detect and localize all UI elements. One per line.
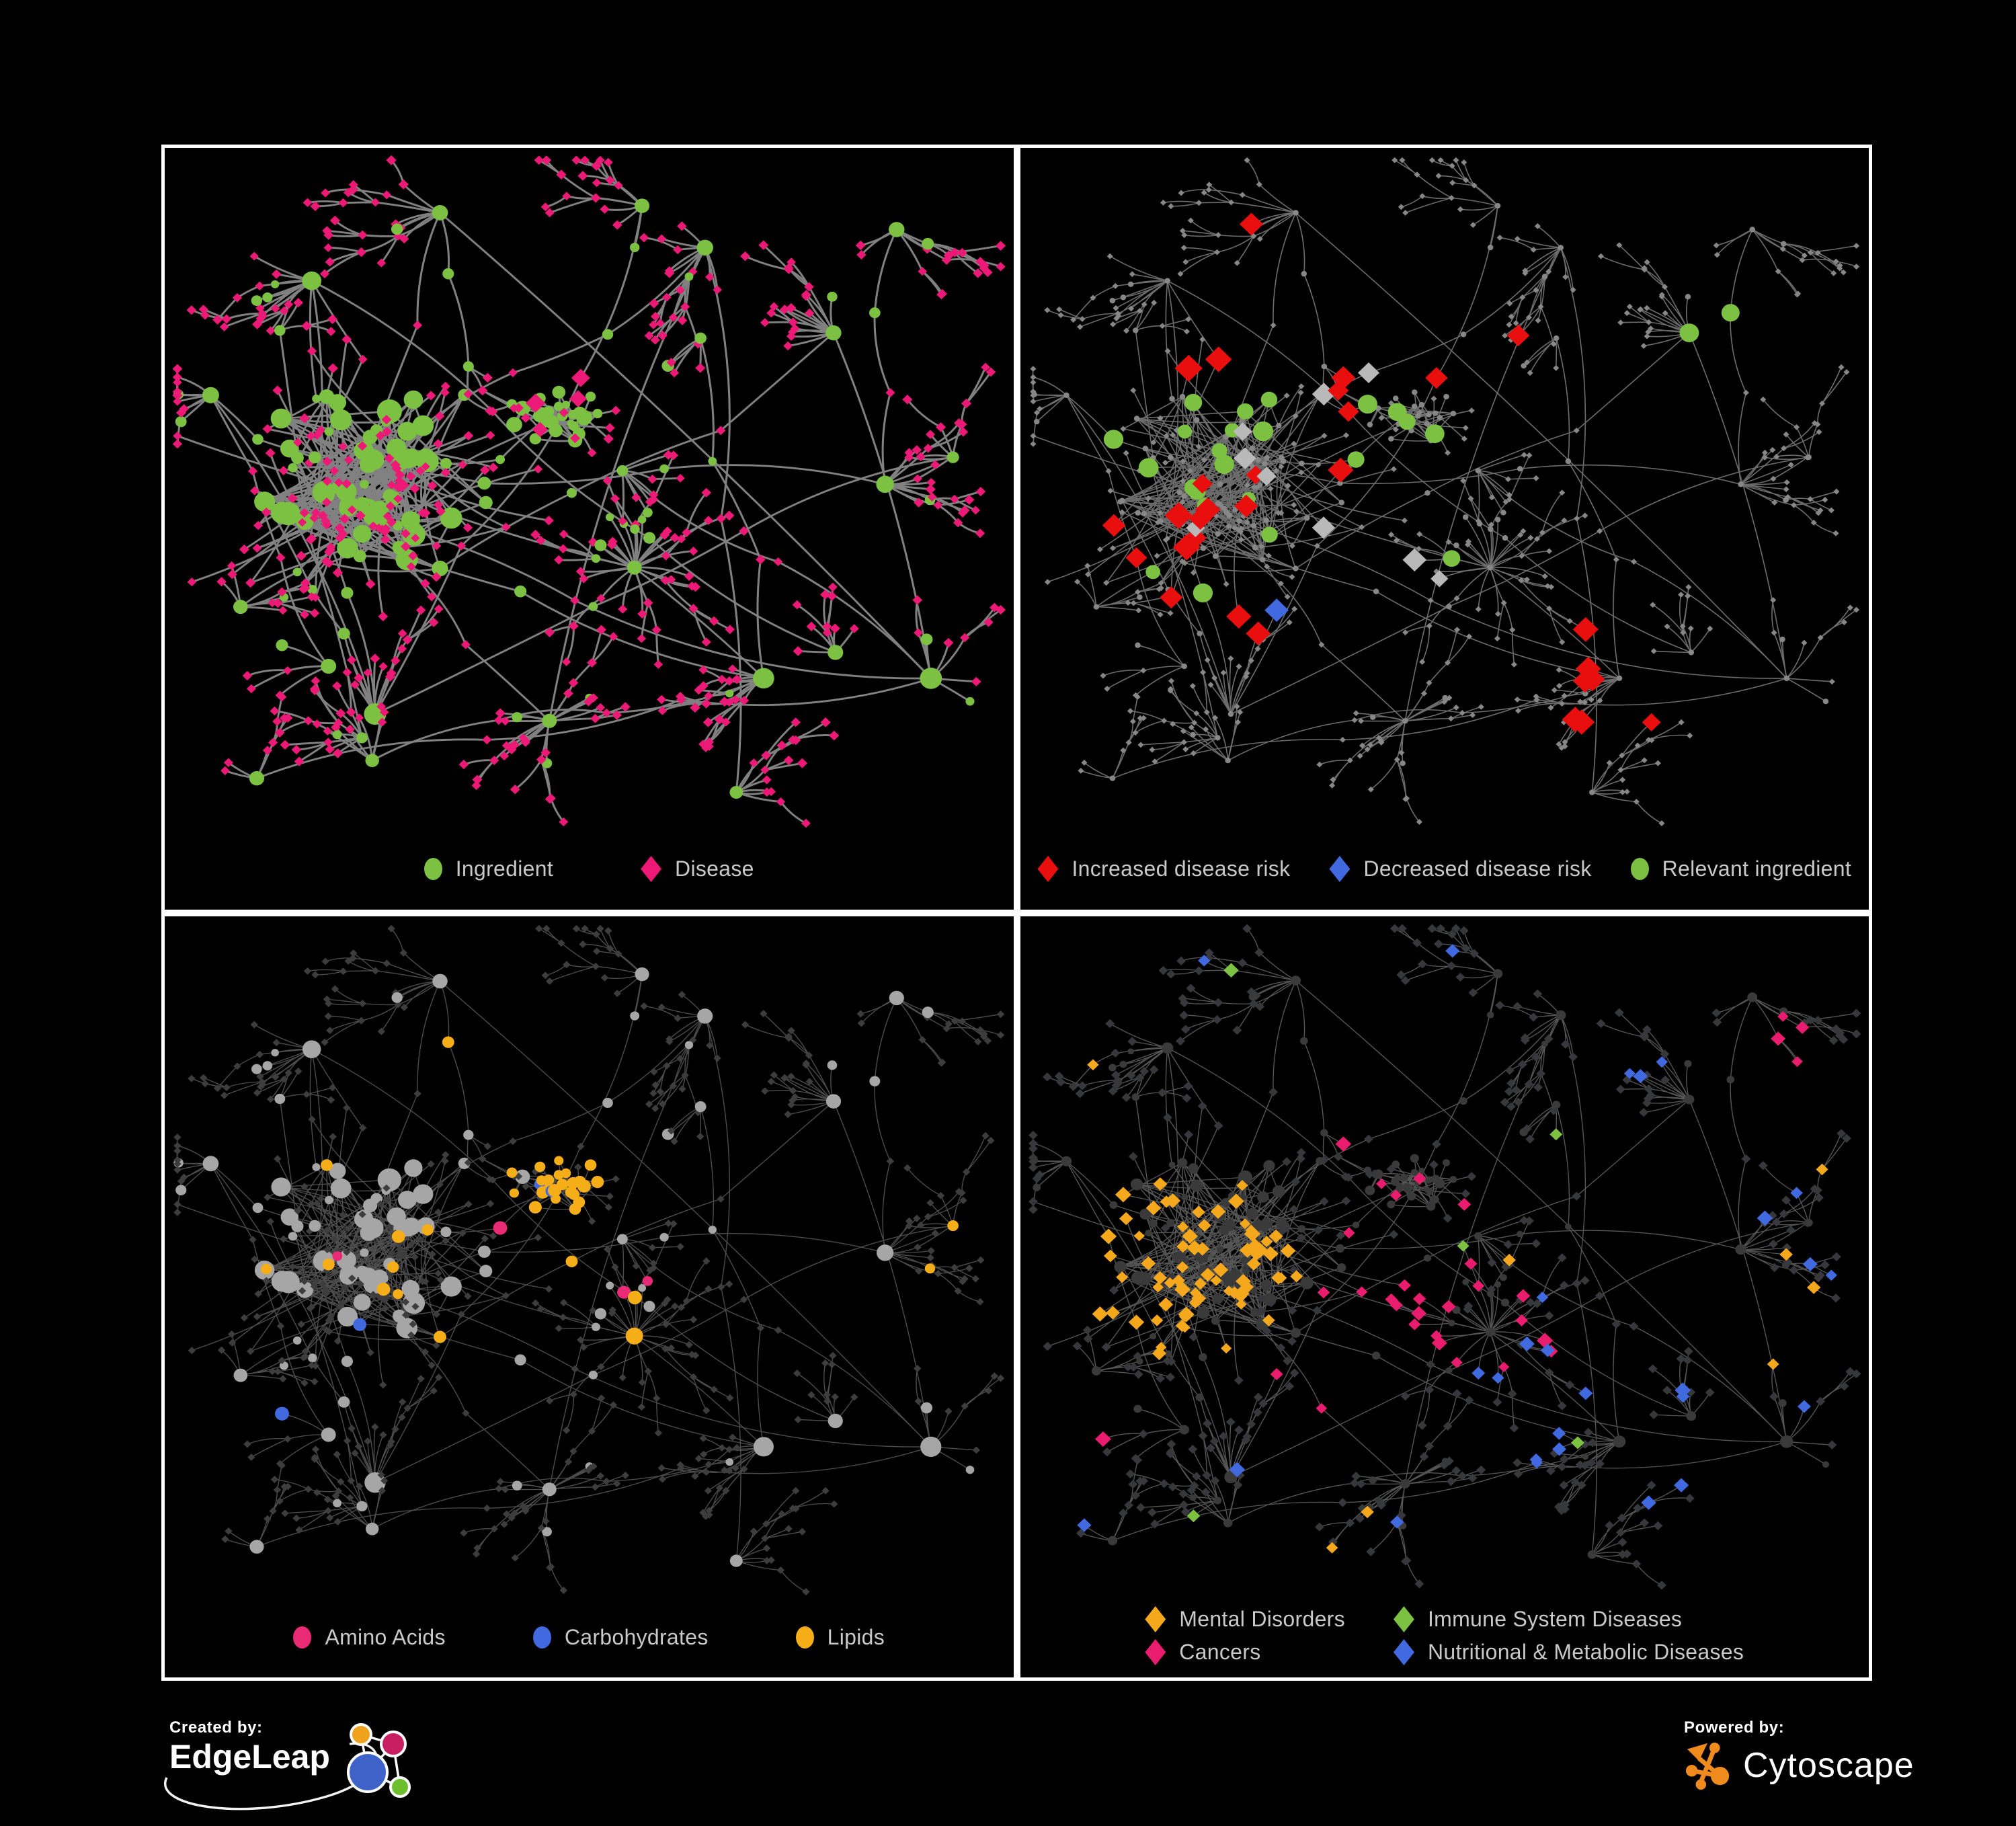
ingredient-disease-legend: Ingredient Disease	[165, 845, 1014, 910]
cytoscape-wordmark: Cytoscape	[1743, 1746, 1914, 1785]
legend-item: Decreased disease risk	[1329, 856, 1591, 882]
legend-item: Cancers	[1145, 1639, 1345, 1665]
legend-item: Amino Acids	[293, 1624, 446, 1650]
circle-marker-icon	[532, 1626, 551, 1649]
ingredient-category-network-canvas	[165, 916, 1014, 1614]
disease-risk-network-canvas	[1020, 148, 1869, 845]
created-by-label: Created by:	[169, 1718, 263, 1737]
edgeleap-logo: EdgeLeap	[164, 1723, 427, 1811]
legend-label: Mental Disorders	[1179, 1607, 1345, 1631]
circle-marker-icon	[424, 858, 442, 880]
legend-label: Carbohydrates	[564, 1624, 709, 1649]
panel-disease-category: Mental Disorders Immune System Diseases Ca…	[1016, 912, 1872, 1681]
cytoscape-credit: Powered by: Cytoscape	[1684, 1718, 1914, 1791]
diamond-marker-icon	[1145, 1606, 1166, 1632]
legend-item: Lipids	[795, 1624, 885, 1650]
ingredient-category-legend: Amino Acids Carbohydrates Lipids	[165, 1613, 1014, 1677]
edgeleap-wordmark: EdgeLeap	[169, 1738, 330, 1776]
diamond-marker-icon	[1329, 856, 1350, 882]
legend-item: Disease	[641, 856, 754, 882]
diamond-marker-icon	[1393, 1639, 1414, 1665]
diamond-marker-icon	[1145, 1639, 1166, 1665]
edgeleap-network-icon	[346, 1723, 411, 1798]
cytoscape-logo: Cytoscape	[1684, 1740, 1914, 1791]
legend-label: Ingredient	[455, 857, 554, 881]
diamond-marker-icon	[1393, 1606, 1414, 1632]
legend-label: Increased disease risk	[1072, 857, 1291, 881]
legend-item: Carbohydrates	[532, 1624, 709, 1650]
legend-item: Nutritional & Metabolic Diseases	[1393, 1639, 1744, 1665]
panel-ingredient-category: Amino Acids Carbohydrates Lipids	[161, 912, 1017, 1681]
panel-disease-risk: Increased disease risk Decreased disease …	[1016, 145, 1872, 913]
legend-item: Mental Disorders	[1145, 1606, 1345, 1632]
ingredient-disease-network-canvas	[165, 148, 1014, 845]
legend-item: Immune System Diseases	[1393, 1606, 1744, 1632]
legend-label: Relevant ingredient	[1662, 857, 1852, 881]
cytoscape-icon	[1685, 1742, 1730, 1790]
edgeleap-credit: Created by: EdgeLeap	[164, 1718, 427, 1811]
circle-marker-icon	[1630, 858, 1649, 880]
disease-risk-legend: Increased disease risk Decreased disease …	[1020, 845, 1869, 910]
diamond-marker-icon	[641, 856, 662, 882]
circle-marker-icon	[293, 1626, 312, 1649]
powered-by-label: Powered by:	[1684, 1718, 1785, 1737]
legend-label: Immune System Diseases	[1427, 1607, 1683, 1631]
circle-marker-icon	[795, 1626, 814, 1649]
legend-item: Relevant ingredient	[1630, 857, 1852, 881]
legend-label: Nutritional & Metabolic Diseases	[1427, 1640, 1744, 1664]
legend-label: Lipids	[827, 1624, 885, 1649]
legend-label: Amino Acids	[325, 1624, 446, 1649]
panel-ingredient-disease: Ingredient Disease	[161, 145, 1017, 913]
diamond-marker-icon	[1037, 856, 1059, 882]
figure-grid: Ingredient Disease Increased disease risk…	[161, 145, 1872, 1681]
legend-item: Ingredient	[424, 857, 553, 881]
legend-label: Cancers	[1179, 1640, 1261, 1664]
legend-item: Increased disease risk	[1037, 856, 1290, 882]
disease-category-network-canvas	[1020, 916, 1869, 1607]
disease-category-legend: Mental Disorders Immune System Diseases Ca…	[1020, 1606, 1869, 1677]
legend-label: Disease	[675, 857, 754, 881]
legend-label: Decreased disease risk	[1363, 857, 1592, 881]
